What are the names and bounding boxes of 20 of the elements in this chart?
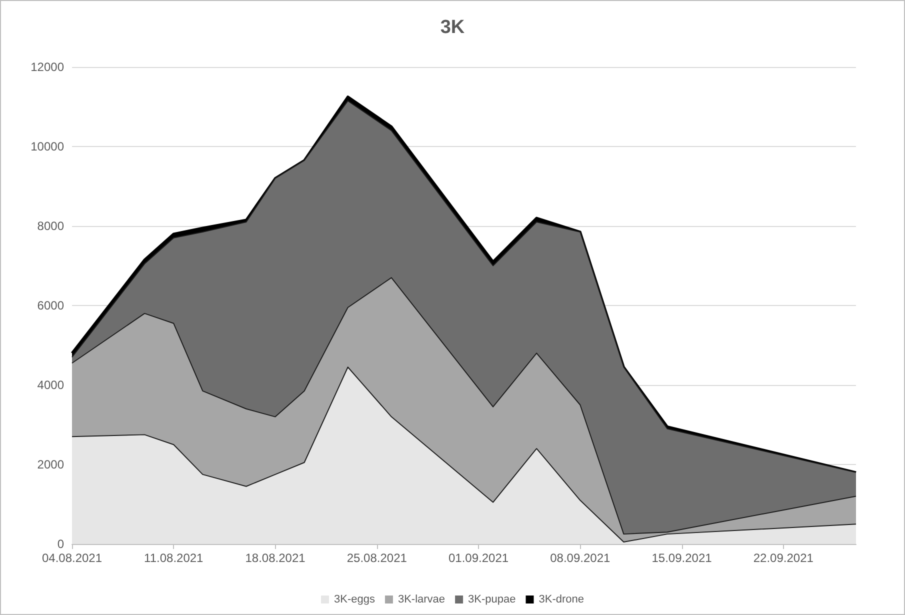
x-tick-label: 15.09.2021 xyxy=(652,551,712,565)
y-tick-label: 0 xyxy=(57,537,64,551)
legend-label: 3K-eggs xyxy=(334,594,376,606)
x-tick-label: 04.08.2021 xyxy=(42,551,102,565)
x-tick-label: 22.09.2021 xyxy=(753,551,814,565)
y-tick-label: 4000 xyxy=(37,378,64,392)
x-tick-label: 25.08.2021 xyxy=(346,551,408,565)
legend-label: 3K-larvae xyxy=(398,594,446,606)
y-tick-label: 8000 xyxy=(37,219,64,233)
legend-label: 3K-pupae xyxy=(468,594,516,606)
chart-title: 3K xyxy=(440,17,465,38)
x-tick-label: 11.08.2021 xyxy=(144,551,204,565)
y-tick-label: 6000 xyxy=(37,298,64,312)
x-tick-label: 18.08.2021 xyxy=(245,551,306,565)
y-tick-label: 12000 xyxy=(30,60,64,74)
x-tick-label: 01.09.2021 xyxy=(448,551,509,565)
x-tick-label: 08.09.2021 xyxy=(550,551,610,565)
y-tick-label: 2000 xyxy=(37,458,64,472)
y-tick-label: 10000 xyxy=(30,140,64,154)
legend-label: 3K-drone xyxy=(538,594,584,606)
